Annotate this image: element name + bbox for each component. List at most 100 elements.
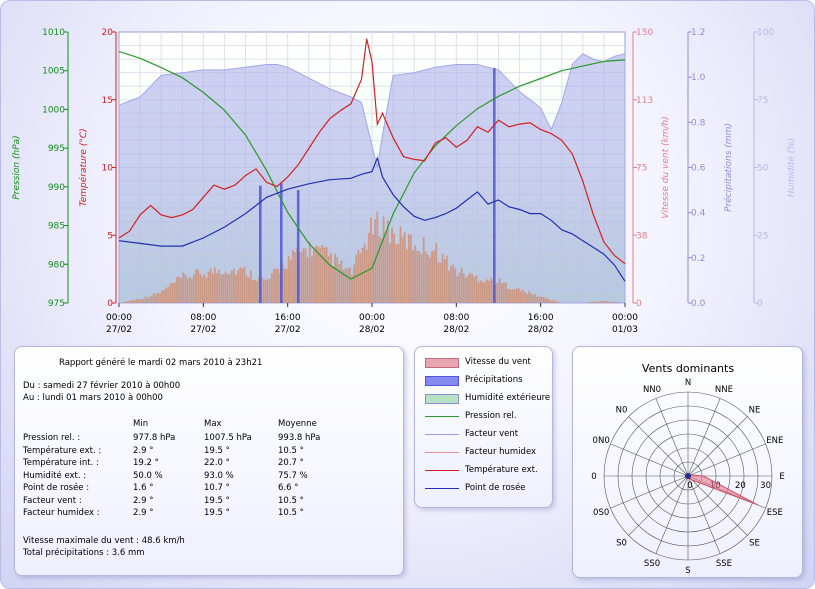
- wind-speed-bar: [429, 257, 431, 303]
- wind-rose-direction-label: SSE: [716, 559, 732, 569]
- wind-speed-bar: [190, 278, 193, 303]
- series-line-temperature: [118, 156, 626, 282]
- y-tick-label-pressure: 985: [48, 222, 65, 232]
- y-tick-label-pressure: 980: [48, 260, 65, 270]
- wind-speed-bar: [313, 249, 315, 303]
- legend-item: Humidité extérieure: [415, 392, 554, 406]
- wind-speed-bar: [384, 231, 387, 303]
- wind-speed-bar: [414, 245, 417, 303]
- wind-speed-bar: [443, 259, 446, 303]
- wind-speed-bar: [424, 251, 427, 303]
- precipitation-bar: [296, 190, 300, 303]
- wind-speed-bar: [163, 289, 166, 303]
- wind-speed-bar: [372, 234, 374, 303]
- wind-rose-spoke: [687, 416, 748, 477]
- wind-speed-bar: [441, 253, 444, 303]
- wind-speed-bar: [321, 245, 324, 303]
- report-cell-min: 1.6 °: [133, 483, 154, 493]
- wind-speed-bar: [555, 301, 558, 303]
- wind-speed-bar: [216, 273, 218, 303]
- report-total-rain: Total précipitations : 3.6 mm: [23, 548, 145, 558]
- wind-speed-bar: [308, 241, 311, 303]
- wind-speed-bar: [597, 301, 600, 303]
- report-period-from: Du : samedi 27 février 2010 à 00h00: [23, 381, 181, 391]
- wind-speed-bar: [420, 253, 423, 303]
- wind-speed-bar: [401, 237, 404, 303]
- report-cell-label: Température int. :: [23, 458, 99, 468]
- legend-swatch-line: [425, 416, 459, 417]
- wind-speed-bar: [142, 298, 145, 303]
- x-tick-time-label: 08:00: [190, 313, 216, 323]
- wind-rose-direction-label: N0: [616, 406, 628, 416]
- y-tick-label-rain: 0.0: [691, 299, 706, 309]
- wind-speed-bar: [192, 274, 195, 303]
- wind-speed-bar: [380, 238, 383, 303]
- report-max-wind: Vitesse maximale du vent : 48.6 km/h: [23, 536, 185, 546]
- legend-swatch-line: [425, 470, 459, 471]
- wind-speed-bar: [264, 279, 267, 303]
- wind-rose-direction-label: NN0: [643, 385, 661, 395]
- x-tick-time-label: 00:00: [359, 313, 385, 323]
- wind-speed-bar: [431, 251, 433, 303]
- report-cell-avg: 10.5 °: [278, 508, 304, 518]
- wind-speed-bar: [365, 249, 368, 303]
- report-cell-max: 19.5 °: [204, 445, 230, 456]
- wind-rose-direction-label: SE: [749, 538, 760, 548]
- report-cell-avg: 993.8 hPa: [278, 433, 321, 443]
- series-lines-layer: [118, 38, 626, 282]
- wind-speed-bar: [342, 269, 345, 303]
- wind-speed-bar: [456, 276, 459, 303]
- report-cell-max: 22.0 °: [204, 458, 230, 468]
- wind-speed-bar: [454, 268, 457, 303]
- wind-speed-bar: [502, 282, 505, 303]
- wind-speed-bar: [448, 270, 450, 303]
- x-tick-date-label: 27/02: [275, 325, 301, 335]
- wind-speed-bar: [283, 268, 286, 303]
- wind-speed-bar: [133, 300, 136, 303]
- wind-speed-bar: [595, 301, 598, 303]
- wind-speed-bar: [323, 247, 326, 303]
- wind-rose-direction-label: NE: [749, 406, 761, 416]
- y-tick-label-wind: 150: [636, 28, 653, 38]
- wind-rose-spoke: [610, 475, 689, 509]
- wind-speed-bar: [344, 268, 347, 303]
- wind-speed-bar: [165, 287, 168, 303]
- legend-item: Point de rosée: [415, 482, 554, 496]
- legend-label: Température ext.: [465, 465, 538, 475]
- wind-speed-bar: [224, 271, 227, 303]
- x-tick-time-label: 08:00: [443, 313, 469, 323]
- wind-speed-bar: [226, 274, 229, 303]
- wind-speed-bar: [416, 250, 419, 303]
- y-tick-label-humidity: 0: [757, 299, 763, 309]
- wind-speed-bar: [237, 270, 239, 303]
- wind-speed-bar: [186, 278, 189, 303]
- wind-speed-bar: [386, 220, 389, 303]
- wind-speed-bar: [445, 255, 448, 303]
- wind-speed-bar: [144, 296, 147, 303]
- y-tick-label-rain: 0.4: [691, 209, 706, 219]
- wind-rose-frequency-polygon: [684, 474, 759, 506]
- y-tick-label-humidity: 25: [757, 231, 768, 241]
- wind-speed-bar: [233, 268, 235, 303]
- wind-speed-bar: [150, 295, 153, 303]
- wind-speed-bar: [471, 273, 473, 303]
- wind-speed-bar: [367, 232, 370, 303]
- legend-label: Facteur humidex: [465, 447, 537, 457]
- wind-rose-direction-label: NNE: [715, 385, 733, 395]
- wind-speed-bar: [469, 272, 471, 303]
- wind-speed-bar: [513, 289, 516, 303]
- wind-rose-spoke: [687, 398, 721, 477]
- wind-speed-bar: [399, 226, 402, 303]
- wind-speed-bar: [171, 283, 174, 303]
- wind-speed-bar: [359, 253, 362, 303]
- legend-item: Facteur vent: [415, 428, 554, 442]
- report-header: Rapport généré le mardi 02 mars 2010 à 2…: [59, 358, 263, 368]
- wind-speed-bar: [268, 278, 271, 303]
- wind-rose-ring-label: 20: [735, 481, 746, 491]
- wind-speed-bar: [199, 273, 202, 303]
- wind-speed-bar: [593, 301, 596, 303]
- precipitation-bars-layer: [259, 68, 496, 303]
- wind-speed-bar: [521, 289, 524, 303]
- wind-speed-bar: [121, 302, 124, 303]
- report-cell-min: 2.9 °: [133, 495, 154, 506]
